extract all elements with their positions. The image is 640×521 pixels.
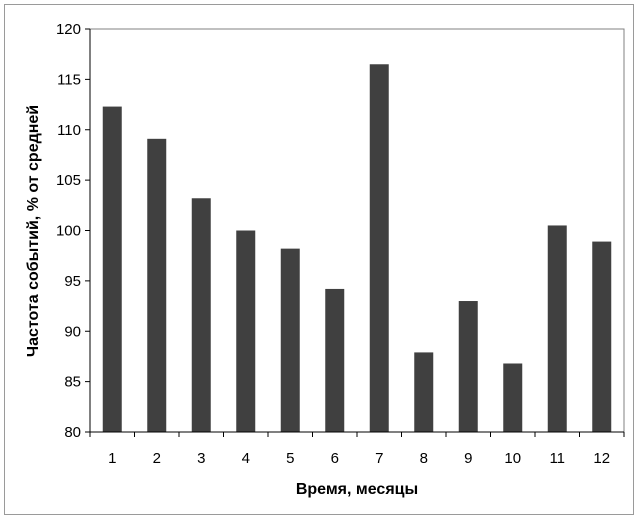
x-axis: 1 2 3 4 5 6 7 8 9 10 11 12 — [89, 431, 625, 467]
y-tick-label: 90 — [64, 323, 81, 340]
y-axis: 80 85 90 95 100 105 110 115 120 — [56, 21, 91, 441]
x-tick-label: 5 — [286, 450, 294, 467]
plot-area — [89, 28, 625, 433]
bar-5 — [280, 248, 300, 432]
x-tick-label: 1 — [108, 450, 116, 467]
bar-8 — [414, 352, 434, 432]
x-tick-label: 8 — [420, 450, 428, 467]
x-tick-label: 9 — [464, 450, 472, 467]
x-tick-label: 11 — [549, 450, 565, 467]
x-tick-label: 2 — [153, 450, 161, 467]
bar-6 — [325, 288, 345, 432]
x-tick-label: 7 — [375, 450, 383, 467]
bar-1 — [102, 106, 122, 432]
y-axis-title: Частота событий, % от средней — [25, 105, 42, 357]
bars — [102, 64, 612, 432]
x-tick-label: 4 — [242, 450, 250, 467]
y-tick-label: 95 — [64, 273, 81, 290]
bar-7 — [369, 64, 389, 432]
y-tick-label: 85 — [64, 374, 81, 391]
bar-4 — [236, 230, 256, 432]
x-axis-title: Время, месяцы — [296, 481, 418, 498]
x-tick-label: 3 — [197, 450, 205, 467]
y-tick-label: 115 — [57, 71, 81, 88]
x-tick-label: 12 — [593, 450, 610, 467]
x-tick-label: 10 — [504, 450, 521, 467]
bar-3 — [191, 198, 211, 432]
bar-9 — [458, 301, 478, 432]
y-tick-label: 120 — [56, 21, 81, 38]
x-tick-label: 6 — [331, 450, 339, 467]
y-tick-label: 110 — [57, 122, 81, 139]
bar-10 — [503, 363, 523, 432]
bar-2 — [147, 138, 167, 432]
y-tick-label: 105 — [56, 172, 81, 189]
y-tick-label: 80 — [64, 424, 81, 441]
y-tick-label: 100 — [56, 223, 81, 240]
bar-12 — [592, 241, 612, 432]
bar-11 — [547, 225, 567, 432]
